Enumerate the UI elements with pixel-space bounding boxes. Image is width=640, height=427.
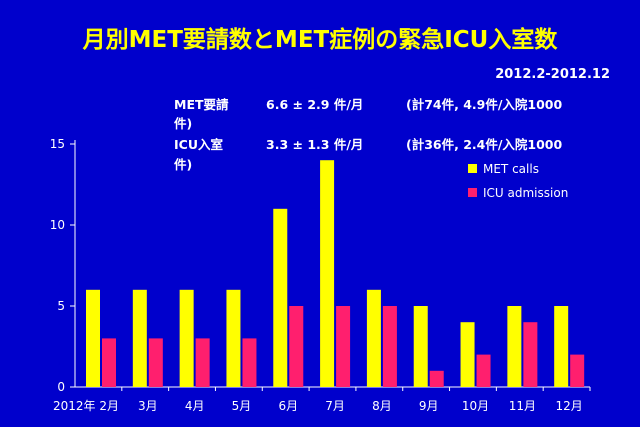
bar-icu	[148, 338, 163, 387]
stat-met-value: 6.6 ± 2.9 件/月	[266, 97, 364, 112]
x-tick-label: 8月	[372, 399, 392, 413]
stat-met-note: (計74件, 4.9件/入院1000	[406, 97, 563, 112]
y-tick-label: 5	[57, 299, 65, 313]
bar-icu	[195, 338, 210, 387]
bar-icu	[289, 306, 304, 387]
bar-icu	[476, 354, 491, 387]
bar-icu	[336, 306, 351, 387]
x-tick-label: 7月	[325, 399, 345, 413]
bar-met	[179, 289, 194, 387]
legend-swatch-met	[468, 164, 477, 173]
stat-met-cont: 件)	[174, 116, 193, 131]
x-tick-label: 5月	[232, 399, 252, 413]
x-tick-label: 4月	[185, 399, 205, 413]
x-tick-label: 11月	[509, 399, 536, 413]
period-label: 2012.2-2012.12	[495, 67, 610, 82]
chart-title: 月別MET要請数とMET症例の緊急ICU入室数	[82, 27, 558, 53]
legend-label-icu: ICU admission	[483, 186, 568, 200]
bar-met	[460, 322, 475, 387]
x-tick-label: 10月	[462, 399, 489, 413]
stat-met-label: MET要請	[174, 97, 229, 112]
bar-icu	[242, 338, 257, 387]
x-tick-label: 2012年 2月	[53, 399, 119, 413]
bar-icu	[429, 370, 444, 387]
bar-met	[86, 289, 100, 387]
y-tick-label: 10	[50, 218, 65, 232]
bar-icu	[102, 338, 116, 387]
bar-met	[366, 289, 381, 387]
stat-icu-note: (計36件, 2.4件/入院1000	[406, 137, 563, 152]
bar-met	[320, 160, 335, 387]
bar-met	[507, 306, 522, 387]
bar-icu	[523, 322, 538, 387]
stat-met: MET要請 6.6 ± 2.9 件/月 (計74件, 4.9件/入院1000	[174, 96, 562, 113]
x-tick-label: 3月	[138, 399, 158, 413]
legend-label-met: MET calls	[483, 162, 539, 176]
bar-met	[413, 306, 428, 387]
x-tick-label: 6月	[278, 399, 298, 413]
stat-icu-value: 3.3 ± 1.3 件/月	[266, 137, 364, 152]
stat-icu-label: ICU入室	[174, 137, 223, 152]
bar-met	[226, 289, 241, 387]
stat-icu: ICU入室 3.3 ± 1.3 件/月 (計36件, 2.4件/入院1000	[174, 136, 562, 153]
y-tick-label: 15	[50, 137, 65, 151]
bar-met	[273, 208, 288, 387]
bar-icu	[382, 306, 397, 387]
bar-icu	[570, 354, 585, 387]
x-tick-label: 9月	[419, 399, 439, 413]
bar-met	[132, 289, 147, 387]
legend-swatch-icu	[468, 188, 477, 197]
stat-icu-cont: 件)	[174, 157, 193, 172]
x-tick-label: 12月	[556, 399, 583, 413]
y-tick-label: 0	[57, 380, 65, 394]
bar-met	[554, 306, 569, 387]
